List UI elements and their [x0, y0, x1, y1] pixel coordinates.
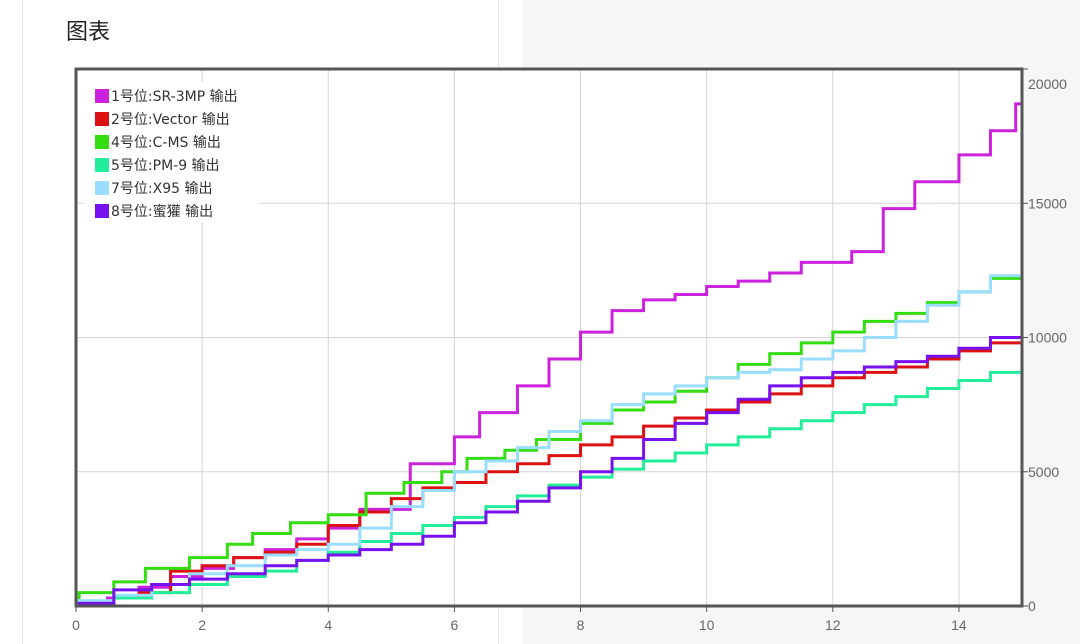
x-tick-label: 4 [324, 617, 332, 633]
series-line-6 [76, 332, 1024, 608]
x-axis: 0 2 4 6 8 10 12 14 [72, 606, 967, 633]
legend-swatch [95, 158, 109, 172]
x-tick-label: 0 [72, 617, 80, 633]
legend: 1号位:SR-3MP 输出 2号位:Vector 输出 4号位:C-MS 输出 5号位… [84, 82, 260, 222]
y-tick-label: 5000 [1028, 464, 1059, 480]
legend-swatch [95, 181, 109, 195]
x-tick-label: 2 [198, 617, 206, 633]
series-line-5 [76, 256, 1024, 608]
x-tick-label: 8 [577, 617, 585, 633]
legend-label: 7号位:X95 输出 [111, 181, 212, 197]
left-divider [22, 0, 23, 644]
y-tick-label: 20000 [1028, 76, 1067, 92]
x-tick-label: 12 [825, 617, 841, 633]
legend-swatch [95, 112, 109, 126]
legend-swatch [95, 135, 109, 149]
legend-label: 2号位:Vector 输出 [111, 112, 230, 128]
series-line-2 [76, 337, 1024, 608]
legend-label: 1号位:SR-3MP 输出 [111, 89, 238, 105]
y-axis: 0 5000 10000 15000 20000 [1022, 68, 1067, 614]
x-tick-label: 14 [951, 617, 967, 633]
x-tick-label: 10 [699, 617, 715, 633]
legend-label: 5号位:PM-9 输出 [111, 158, 220, 174]
panel-title: 图表 [66, 20, 111, 45]
y-tick-label: 0 [1028, 598, 1036, 614]
y-tick-label: 10000 [1028, 330, 1067, 346]
legend-background [84, 82, 260, 222]
legend-swatch [95, 204, 109, 218]
legend-label: 8号位:蜜獾 输出 [111, 204, 213, 220]
legend-swatch [95, 89, 109, 103]
series-line-3 [76, 270, 1024, 608]
y-tick-label: 15000 [1028, 195, 1067, 211]
x-tick-label: 6 [451, 617, 459, 633]
legend-label: 4号位:C-MS 输出 [111, 135, 221, 151]
series-group [76, 102, 1024, 608]
